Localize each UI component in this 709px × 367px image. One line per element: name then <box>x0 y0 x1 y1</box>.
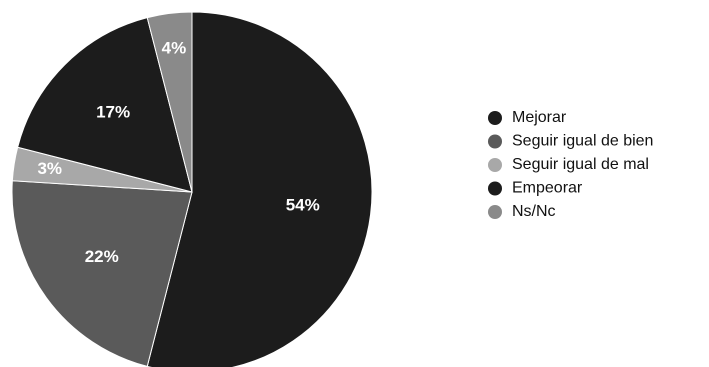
slice-label: 54% <box>286 195 320 214</box>
legend-label: Seguir igual de bien <box>512 133 653 150</box>
legend-marker <box>488 205 502 219</box>
legend-label: Empeorar <box>512 180 583 197</box>
legend-marker <box>488 158 502 172</box>
legend-label: Mejorar <box>512 109 567 126</box>
pie-slice <box>146 11 193 193</box>
slice-label: 22% <box>85 247 119 266</box>
slice-label: 17% <box>96 103 130 122</box>
slice-label: 3% <box>37 159 62 178</box>
legend-marker <box>488 181 502 196</box>
pie-slice <box>17 17 193 193</box>
slice-label: 4% <box>162 39 187 58</box>
legend-marker <box>488 111 502 125</box>
pie-slice <box>11 180 193 367</box>
pie-slice <box>146 11 373 367</box>
legend-label: Seguir igual de mal <box>512 156 649 173</box>
legend-marker <box>488 134 502 149</box>
legend-label: Ns/Nc <box>512 203 556 220</box>
